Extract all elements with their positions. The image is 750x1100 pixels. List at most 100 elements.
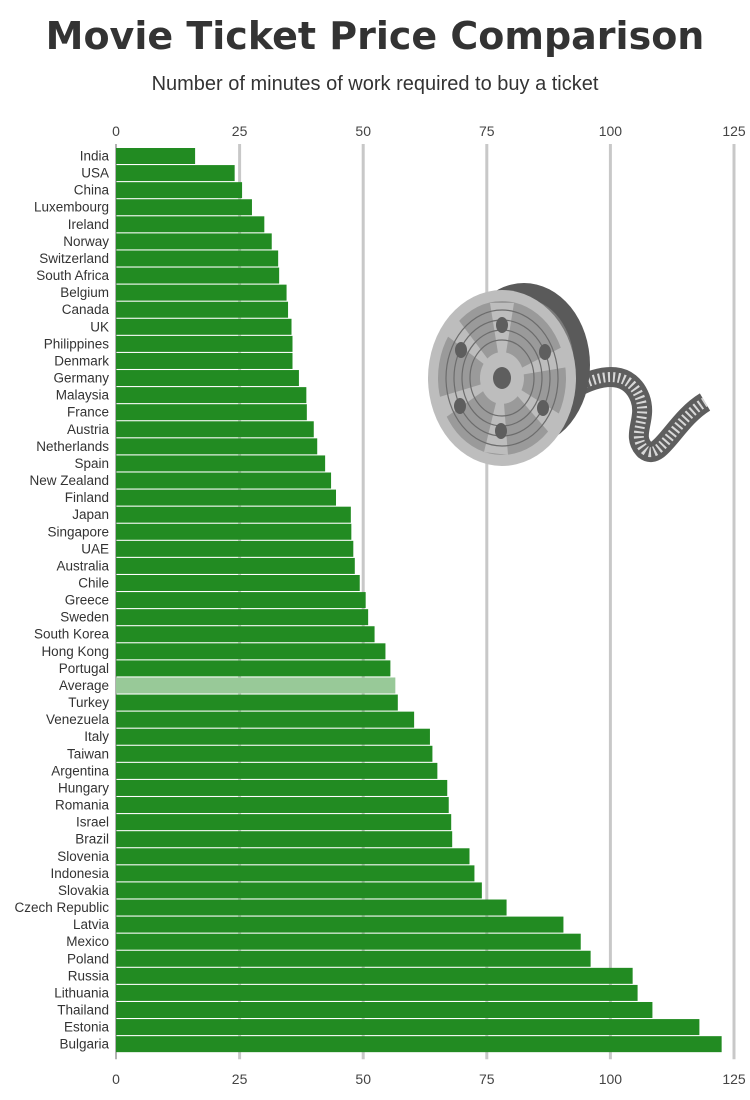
bar-germany: [116, 370, 299, 387]
axis-ticks: 0 0 25 25 50 50 75 75 100 100 125 125: [112, 123, 746, 1087]
bar-latvia: [116, 916, 564, 933]
bar-slovakia: [116, 882, 482, 899]
category-label: Slovakia: [58, 883, 110, 898]
x-tick-top-0: 0: [112, 123, 120, 139]
chart-subtitle: Number of minutes of work required to bu…: [151, 73, 599, 95]
bars: [116, 148, 722, 1053]
category-label: Brazil: [75, 832, 109, 847]
x-tick-bottom-75: 75: [479, 1071, 495, 1087]
category-label: Taiwan: [67, 746, 109, 761]
bar-norway: [116, 233, 272, 250]
bar-india: [116, 148, 196, 164]
bar-poland: [116, 950, 591, 967]
category-label: Turkey: [68, 695, 109, 710]
bar-hong-kong: [116, 643, 386, 660]
bar-russia: [116, 967, 633, 984]
category-label: Australia: [56, 558, 109, 573]
bar-thailand: [116, 1002, 653, 1018]
bar-uk: [116, 318, 292, 335]
bar-finland: [116, 489, 337, 506]
bar-romania: [116, 797, 449, 814]
category-labels: India USA China Luxembourg Ireland Norway Swit…: [14, 149, 109, 1052]
bar-austria: [116, 421, 314, 438]
category-label: Germany: [53, 371, 109, 386]
category-label: Greece: [65, 593, 109, 608]
category-label: UK: [90, 319, 109, 334]
category-label: Japan: [72, 507, 109, 522]
bar-estonia: [116, 1019, 700, 1036]
category-label: Norway: [63, 234, 109, 249]
bar-slovenia: [116, 848, 470, 865]
category-label: Average: [59, 678, 109, 693]
category-label: South Korea: [34, 627, 110, 642]
bar-italy: [116, 728, 430, 745]
bar-south-korea: [116, 626, 375, 643]
bar-sweden: [116, 609, 369, 626]
category-label: Denmark: [54, 353, 109, 368]
x-tick-top-50: 50: [355, 123, 371, 139]
bar-japan: [116, 506, 351, 523]
chart-title: Movie Ticket Price Comparison: [45, 14, 705, 58]
x-tick-top-25: 25: [232, 123, 248, 139]
bar-average: [116, 677, 396, 694]
bar-greece: [116, 592, 366, 609]
category-label: New Zealand: [29, 473, 109, 488]
category-label: Hungary: [58, 780, 109, 795]
bar-czech-republic: [116, 899, 507, 916]
category-label: Romania: [55, 798, 110, 813]
category-label: Singapore: [47, 524, 109, 539]
category-label: Bulgaria: [59, 1037, 109, 1052]
bar-spain: [116, 455, 326, 472]
x-tick-bottom-125: 125: [722, 1071, 746, 1087]
x-tick-bottom-25: 25: [232, 1071, 248, 1087]
category-label: Austria: [67, 422, 110, 437]
category-label: France: [67, 405, 109, 420]
bar-australia: [116, 557, 355, 574]
category-label: Venezuela: [46, 712, 110, 727]
category-label: Indonesia: [50, 866, 109, 881]
bar-singapore: [116, 523, 352, 540]
category-label: Malaysia: [56, 388, 110, 403]
bar-new-zealand: [116, 472, 332, 489]
category-label: Mexico: [66, 934, 109, 949]
bar-lithuania: [116, 984, 638, 1001]
bar-switzerland: [116, 250, 279, 267]
bar-israel: [116, 814, 452, 831]
bar-ireland: [116, 216, 265, 233]
category-label: Sweden: [60, 610, 109, 625]
bar-turkey: [116, 694, 398, 711]
category-label: Switzerland: [39, 251, 109, 266]
x-tick-top-100: 100: [599, 123, 623, 139]
bar-taiwan: [116, 745, 433, 762]
bar-indonesia: [116, 865, 475, 882]
x-tick-bottom-0: 0: [112, 1071, 120, 1087]
category-label: China: [74, 183, 110, 198]
bar-bulgaria: [116, 1036, 722, 1053]
bar-netherlands: [116, 438, 318, 455]
category-label: Estonia: [64, 1020, 110, 1035]
bar-china: [116, 182, 243, 199]
bar-uae: [116, 540, 354, 557]
bar-brazil: [116, 831, 453, 848]
bar-mexico: [116, 933, 581, 950]
category-label: Netherlands: [36, 439, 109, 454]
x-tick-bottom-100: 100: [599, 1071, 623, 1087]
category-label: Chile: [78, 576, 109, 591]
category-label: Luxembourg: [34, 200, 109, 215]
bar-hungary: [116, 779, 448, 796]
category-label: Lithuania: [54, 985, 109, 1000]
category-label: Ireland: [68, 217, 109, 232]
bar-malaysia: [116, 387, 307, 404]
category-label: Thailand: [57, 1003, 109, 1018]
bar-luxembourg: [116, 199, 252, 216]
category-label: Philippines: [44, 336, 110, 351]
bar-canada: [116, 301, 289, 318]
category-label: Israel: [76, 815, 109, 830]
category-label: Italy: [84, 729, 109, 744]
bar-venezuela: [116, 711, 415, 728]
film-reel-icon: [428, 283, 711, 466]
bar-usa: [116, 165, 235, 182]
bar-portugal: [116, 660, 391, 677]
category-label: Czech Republic: [14, 900, 109, 915]
